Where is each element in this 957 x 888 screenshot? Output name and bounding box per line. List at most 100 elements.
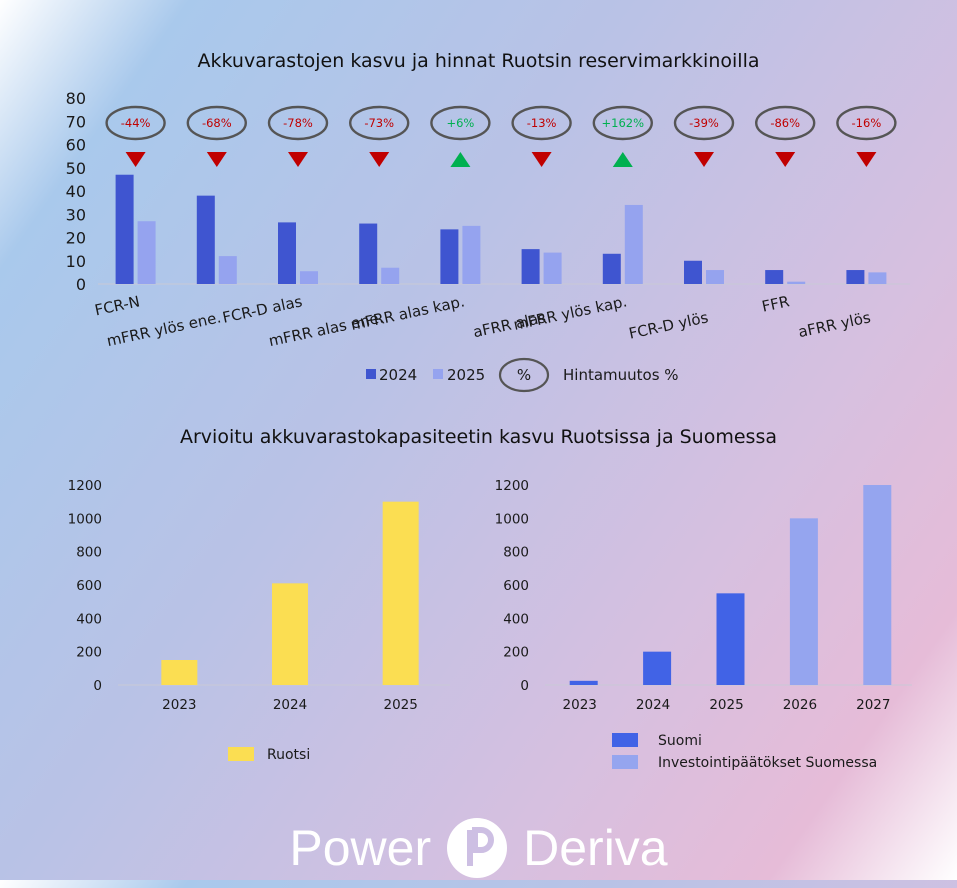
down-triangle-icon bbox=[856, 152, 877, 167]
bar-2024-7 bbox=[684, 260, 702, 284]
y-tick-label: 800 bbox=[76, 545, 102, 561]
bar-2025-5 bbox=[543, 252, 562, 284]
y-tick-label: 0 bbox=[93, 678, 102, 694]
bar-2024-1 bbox=[196, 195, 215, 284]
bar-ruotsi-2025 bbox=[382, 501, 419, 685]
bottom-chart-title: Arvioitu akkuvarastokapasiteetin kasvu R… bbox=[179, 426, 777, 448]
x-tick-label: aFRR ylös bbox=[797, 308, 873, 341]
down-triangle-icon bbox=[206, 152, 227, 167]
price-change-label: -16% bbox=[852, 116, 882, 130]
y-tick-label: 1200 bbox=[68, 478, 102, 494]
price-change-label: +162% bbox=[602, 116, 645, 130]
y-tick-label: 600 bbox=[76, 578, 102, 594]
sweden-legend: Ruotsi bbox=[228, 747, 310, 763]
bar-2025-2 bbox=[300, 271, 318, 284]
bar-2025-1 bbox=[218, 256, 237, 284]
price-change-label: +6% bbox=[446, 116, 474, 130]
y-tick-label: 10 bbox=[66, 252, 86, 271]
price-change-oval bbox=[673, 105, 735, 141]
bar-2025-7 bbox=[706, 270, 724, 284]
x-tick-label: FCR-D alas bbox=[221, 292, 304, 326]
down-triangle-icon bbox=[288, 152, 308, 167]
bar-2025-6 bbox=[624, 204, 643, 284]
bar-2024-4 bbox=[440, 229, 459, 284]
y-tick-label: 1000 bbox=[68, 511, 102, 527]
bar-2024-3 bbox=[359, 223, 378, 284]
y-tick-label: 50 bbox=[66, 159, 86, 178]
legend-oval-symbol: % bbox=[517, 366, 531, 384]
price-change-oval bbox=[592, 105, 653, 141]
bar-2025-8 bbox=[787, 281, 806, 284]
bar-2024-9 bbox=[846, 270, 865, 284]
legend-swatch-suomi bbox=[612, 733, 638, 747]
finland-bar-chart: 0 200 400 600 800 1000 1200 2023 2024 2025 2026 202… bbox=[495, 478, 912, 713]
bar-suomi-2027 bbox=[863, 485, 892, 685]
brand-word-deriva: Deriva bbox=[523, 820, 668, 876]
price-change-oval bbox=[267, 105, 329, 141]
bar-suomi-2024 bbox=[643, 651, 672, 685]
y-tick-label: 1000 bbox=[495, 511, 529, 527]
x-tick-label: mFRR ylös ene. bbox=[105, 308, 223, 350]
bar-2024-6 bbox=[602, 253, 621, 284]
price-change-label: -73% bbox=[364, 116, 394, 130]
bar-2025-0 bbox=[137, 221, 156, 284]
bar-ruotsi-2024 bbox=[272, 583, 308, 685]
x-tick-label: 2025 bbox=[383, 697, 417, 713]
bar-2024-8 bbox=[765, 270, 784, 284]
price-change-label: -68% bbox=[202, 116, 232, 130]
bar-ruotsi-2023 bbox=[161, 660, 198, 685]
x-tick-label: FCR-N bbox=[93, 292, 141, 319]
up-triangle-icon bbox=[612, 152, 633, 167]
up-triangle-icon bbox=[450, 152, 471, 167]
price-change-label: -44% bbox=[121, 116, 151, 130]
down-triangle-icon bbox=[531, 152, 552, 167]
x-tick-label: FFR bbox=[760, 292, 791, 315]
x-tick-label: 2026 bbox=[783, 697, 817, 713]
bar-suomi-2023 bbox=[569, 680, 598, 685]
x-tick-label: 2025 bbox=[709, 697, 743, 713]
price-change-oval bbox=[349, 105, 410, 141]
legend-swatch-2025 bbox=[433, 369, 443, 379]
top-chart-title: Akkuvarastojen kasvu ja hinnat Ruotsin r… bbox=[197, 50, 760, 72]
legend-label-investointi: Investointipäätökset Suomessa bbox=[658, 755, 877, 771]
legend-label-2024: 2024 bbox=[379, 366, 417, 384]
y-tick-label: 200 bbox=[76, 645, 102, 661]
y-tick-label: 0 bbox=[520, 678, 529, 694]
y-tick-label: 20 bbox=[66, 229, 86, 248]
x-tick-label: 2024 bbox=[636, 697, 670, 713]
down-triangle-icon bbox=[125, 152, 146, 167]
x-tick-label: 2023 bbox=[563, 697, 597, 713]
price-change-label: -78% bbox=[283, 116, 313, 130]
price-change-oval bbox=[755, 105, 816, 141]
finland-legend: Suomi Investointipäätökset Suomessa bbox=[612, 733, 877, 771]
x-tick-label: 2027 bbox=[856, 697, 890, 713]
bar-2024-2 bbox=[278, 222, 296, 284]
sweden-bar-chart: 0 200 400 600 800 1000 1200 2023 2024 2025 bbox=[68, 478, 450, 713]
legend-swatch-ruotsi bbox=[228, 747, 254, 761]
y-tick-label: 400 bbox=[503, 611, 529, 627]
price-change-oval bbox=[836, 105, 897, 141]
x-tick-label: FCR-D ylös bbox=[627, 308, 710, 342]
brand-p-icon bbox=[447, 818, 508, 878]
y-tick-label: 400 bbox=[76, 611, 102, 627]
y-tick-label: 600 bbox=[503, 578, 529, 594]
y-tick-label: 60 bbox=[66, 136, 86, 155]
bar-suomi-2026 bbox=[789, 518, 818, 685]
price-change-oval bbox=[430, 105, 491, 141]
y-tick-label: 200 bbox=[503, 645, 529, 661]
y-tick-label: 800 bbox=[503, 545, 529, 561]
bar-2025-4 bbox=[462, 225, 481, 284]
legend-swatch-investointi bbox=[612, 755, 638, 769]
x-tick-label: 2023 bbox=[162, 697, 196, 713]
price-change-oval bbox=[105, 105, 166, 141]
y-tick-label: 70 bbox=[66, 112, 86, 131]
top-chart-legend: 2024 2025 % Hintamuutos % bbox=[366, 357, 679, 393]
down-triangle-icon bbox=[694, 152, 714, 167]
down-triangle-icon bbox=[775, 152, 796, 167]
legend-label-suomi: Suomi bbox=[658, 733, 702, 749]
power-deriva-logo: Power Deriva bbox=[0, 808, 957, 888]
legend-price-change-oval bbox=[498, 357, 550, 393]
legend-label-ruotsi: Ruotsi bbox=[267, 747, 310, 763]
brand-word-power: Power bbox=[289, 820, 432, 876]
